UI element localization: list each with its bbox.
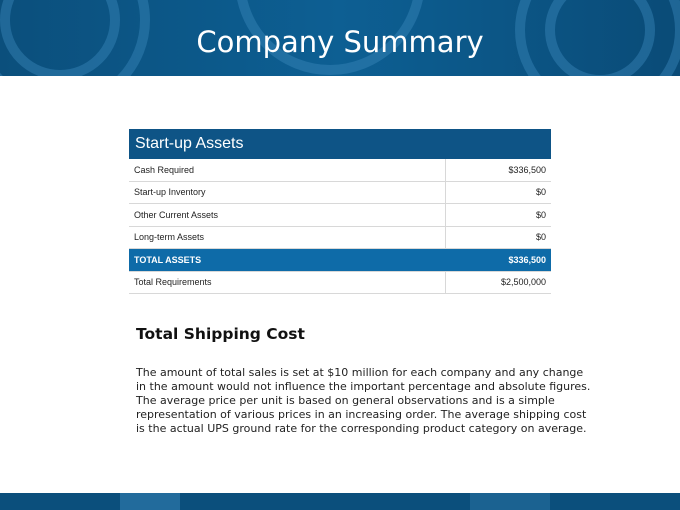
table-row: Cash Required $336,500	[129, 159, 551, 182]
row-value: $336,500	[445, 248, 551, 272]
row-value: $2,500,000	[445, 271, 551, 294]
table-row: Other Current Assets $0	[129, 203, 551, 227]
row-label: Total Requirements	[129, 271, 446, 294]
header-banner	[0, 0, 680, 76]
row-label: Long-term Assets	[129, 226, 446, 249]
table-row: Total Requirements $2,500,000	[129, 271, 551, 294]
table-title: Start-up Assets	[129, 129, 551, 159]
table-row: TOTAL ASSETS $336,500	[129, 248, 551, 272]
row-value: $0	[445, 226, 551, 249]
row-label: Start-up Inventory	[129, 181, 446, 204]
section-heading: Total Shipping Cost	[136, 325, 305, 343]
table-row: Start-up Inventory $0	[129, 181, 551, 204]
section-body: The amount of total sales is set at $10 …	[136, 366, 591, 435]
row-label: Cash Required	[129, 159, 446, 182]
slide-title: Company Summary	[196, 25, 484, 59]
row-value: $0	[445, 203, 551, 227]
row-label: TOTAL ASSETS	[129, 248, 446, 272]
row-value: $336,500	[445, 159, 551, 182]
row-value: $0	[445, 181, 551, 204]
assets-table: Start-up Assets Cash Required $336,500 Sta…	[129, 129, 551, 294]
table-row: Long-term Assets $0	[129, 226, 551, 249]
footer-banner	[0, 493, 680, 510]
row-label: Other Current Assets	[129, 203, 446, 227]
